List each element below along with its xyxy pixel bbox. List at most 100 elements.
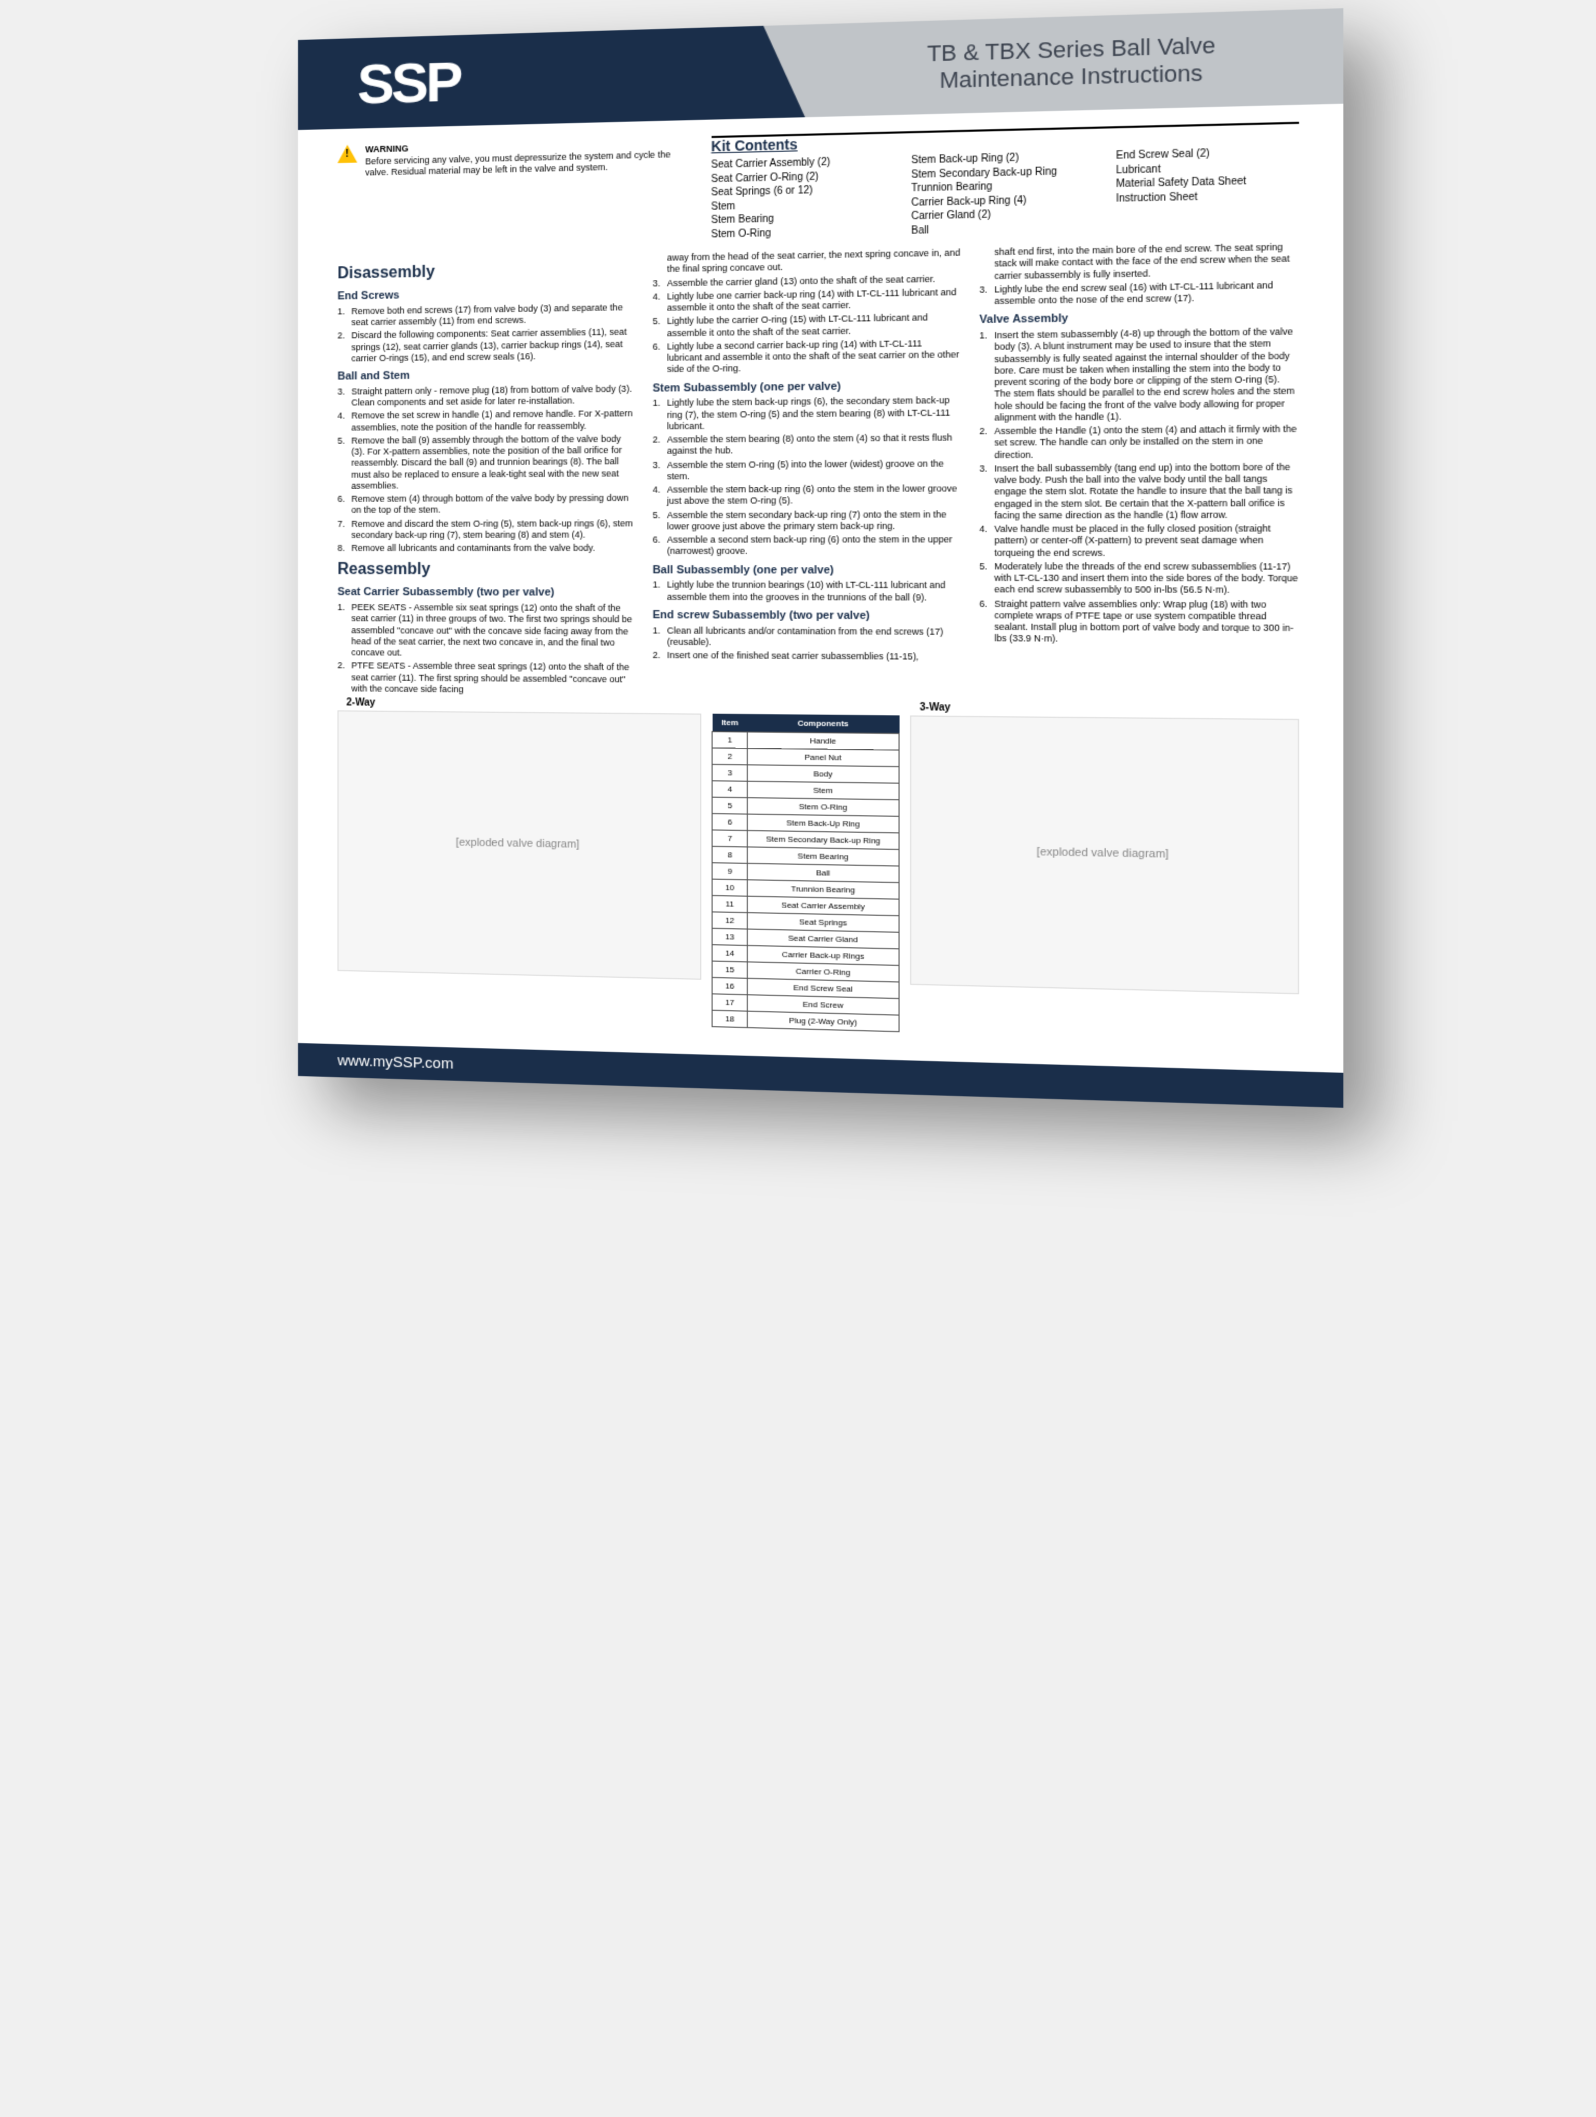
table-cell: Handle xyxy=(748,732,900,750)
logo: SSP xyxy=(298,26,763,130)
step: Clean all lubricants and/or contaminatio… xyxy=(653,625,961,650)
seat-carrier-steps-cont: Assemble the carrier gland (13) onto the… xyxy=(653,273,961,376)
end-screw-sub-steps: Clean all lubricants and/or contaminatio… xyxy=(653,625,961,663)
warning-icon xyxy=(337,145,357,164)
step: Lightly lube the trunnion bearings (10) … xyxy=(653,580,961,604)
col2-continuation: away from the head of the seat carrier, … xyxy=(653,247,961,275)
table-cell: Body xyxy=(748,765,900,783)
table-cell: 9 xyxy=(712,863,747,880)
column-2: away from the head of the seat carrier, … xyxy=(653,247,961,701)
table-cell: 6 xyxy=(712,814,747,831)
table-cell: 5 xyxy=(712,797,747,814)
column-3: shaft end first, into the main bore of t… xyxy=(979,241,1299,704)
ball-stem-heading: Ball and Stem xyxy=(337,367,634,384)
step: Straight pattern valve assemblies only: … xyxy=(979,598,1299,646)
end-screw-sub-cont: Lightly lube the end screw seal (16) wit… xyxy=(979,279,1299,307)
table-cell: Stem xyxy=(748,781,900,800)
column-1: Disassembly End Screws Remove both end s… xyxy=(337,253,634,699)
seat-carrier-heading: Seat Carrier Subassembly (two per valve) xyxy=(337,586,634,601)
table-cell: 10 xyxy=(712,879,747,896)
table-cell: 13 xyxy=(712,928,747,945)
warning-box: WARNING Before servicing any valve, you … xyxy=(337,136,690,248)
step: Insert the stem subassembly (4-8) up thr… xyxy=(979,326,1299,424)
content: WARNING Before servicing any valve, you … xyxy=(298,104,1343,1044)
kit-col-3: End Screw Seal (2)LubricantMaterial Safe… xyxy=(1116,145,1299,234)
table-cell: 12 xyxy=(712,912,747,929)
ball-stem-steps: Straight pattern only - remove plug (18)… xyxy=(337,383,634,554)
table-cell: 14 xyxy=(712,945,747,962)
step: Remove all lubricants and contaminants f… xyxy=(337,543,634,555)
reassembly-heading: Reassembly xyxy=(337,560,634,580)
table-cell: 3 xyxy=(712,764,747,781)
step: Remove and discard the stem O-ring (5), … xyxy=(337,518,634,541)
step: Insert one of the finished seat carrier … xyxy=(653,650,961,663)
stem-sub-heading: Stem Subassembly (one per valve) xyxy=(653,379,961,396)
step: Moderately lube the threads of the end s… xyxy=(979,561,1299,597)
table-cell: 1 xyxy=(712,732,747,749)
parts-th-comp: Components xyxy=(748,714,900,733)
table-cell: Plug (2-Way Only) xyxy=(748,1011,900,1031)
diagram-placeholder: [exploded valve diagram] xyxy=(456,837,580,851)
table-row: 18Plug (2-Way Only) xyxy=(712,1010,899,1031)
document-title: TB & TBX Series Ball Valve Maintenance I… xyxy=(763,8,1343,118)
document-page: SSP TB & TBX Series Ball Valve Maintenan… xyxy=(298,8,1343,1108)
step: PEEK SEATS - Assemble six seat springs (… xyxy=(337,602,634,660)
diagram-2way-label: 2-Way xyxy=(346,697,375,708)
diagram-3way: 3-Way [exploded valve diagram] xyxy=(910,715,1299,994)
table-cell: 2 xyxy=(712,748,747,765)
table-cell: 17 xyxy=(712,994,747,1011)
step: Assemble a second stem back-up ring (6) … xyxy=(653,534,961,557)
stem-sub-steps: Lightly lube the stem back-up rings (6),… xyxy=(653,395,961,557)
footer-url: www.mySSP.com xyxy=(298,1043,1343,1108)
step: Assemble the stem bearing (8) onto the s… xyxy=(653,432,961,457)
step: Assemble the stem O-ring (5) into the lo… xyxy=(653,458,961,483)
title-line-2: Maintenance Instructions xyxy=(939,60,1202,95)
step: Lightly lube the stem back-up rings (6),… xyxy=(653,395,961,432)
ball-sub-steps: Lightly lube the trunnion bearings (10) … xyxy=(653,580,961,604)
step: Assemble the stem secondary back-up ring… xyxy=(653,509,961,533)
end-screws-heading: End Screws xyxy=(337,286,634,304)
table-cell: Panel Nut xyxy=(748,748,900,766)
table-cell: 8 xyxy=(712,846,747,863)
end-screw-sub-heading: End screw Subassembly (two per valve) xyxy=(653,609,961,624)
table-cell: 16 xyxy=(712,977,747,994)
diagram-2way: 2-Way [exploded valve diagram] xyxy=(337,710,701,979)
parts-table: Item Components 1Handle2Panel Nut3Body4S… xyxy=(712,714,900,1032)
step: Straight pattern only - remove plug (18)… xyxy=(337,383,634,409)
table-cell: 18 xyxy=(712,1010,747,1027)
step: Lightly lube one carrier back-up ring (1… xyxy=(653,287,961,315)
step: Valve handle must be placed in the fully… xyxy=(979,523,1299,559)
kit-col-2: Stem Back-up Ring (2)Stem Secondary Back… xyxy=(911,150,1090,238)
valve-assembly-heading: Valve Assembly xyxy=(979,309,1299,328)
seat-carrier-steps: PEEK SEATS - Assemble six seat springs (… xyxy=(337,602,634,697)
disassembly-heading: Disassembly xyxy=(337,259,634,284)
table-cell: 7 xyxy=(712,830,747,847)
diagram-placeholder: [exploded valve diagram] xyxy=(1037,846,1169,861)
parts-th-item: Item xyxy=(712,714,747,732)
end-screws-steps: Remove both end screws (17) from valve b… xyxy=(337,302,634,365)
step: Lightly lube the end screw seal (16) wit… xyxy=(979,279,1299,307)
step: PTFE SEATS - Assemble three seat springs… xyxy=(337,660,634,696)
kit-item: Stem O-Ring xyxy=(711,224,886,241)
step: Lightly lube the carrier O-ring (15) wit… xyxy=(653,312,961,339)
step: Lightly lube a second carrier back-up ri… xyxy=(653,337,961,375)
valve-assembly-steps: Insert the stem subassembly (4-8) up thr… xyxy=(979,326,1299,646)
table-row: 1Handle xyxy=(712,732,899,750)
step: Discard the following components: Seat c… xyxy=(337,327,634,365)
table-cell: 11 xyxy=(712,896,747,913)
step: Remove the set screw in handle (1) and r… xyxy=(337,408,634,433)
col3-continuation: shaft end first, into the main bore of t… xyxy=(979,241,1299,282)
step: Remove both end screws (17) from valve b… xyxy=(337,302,634,329)
step: Insert the ball subassembly (tang end up… xyxy=(979,461,1299,521)
kit-col-1: Seat Carrier Assembly (2)Seat Carrier O-… xyxy=(711,155,886,242)
ball-sub-heading: Ball Subassembly (one per valve) xyxy=(653,564,961,578)
table-cell: 4 xyxy=(712,781,747,798)
table-cell: 15 xyxy=(712,961,747,978)
kit-contents: Kit Contents Seat Carrier Assembly (2)Se… xyxy=(711,122,1299,242)
step: Assemble the stem back-up ring (6) onto … xyxy=(653,483,961,507)
step: Remove stem (4) through bottom of the va… xyxy=(337,493,634,517)
diagram-3way-label: 3-Way xyxy=(920,702,951,714)
step: Assemble the Handle (1) onto the stem (4… xyxy=(979,424,1299,461)
step: Remove the ball (9) assembly through the… xyxy=(337,433,634,492)
diagrams-row: 2-Way [exploded valve diagram] Item Comp… xyxy=(337,710,1299,1043)
